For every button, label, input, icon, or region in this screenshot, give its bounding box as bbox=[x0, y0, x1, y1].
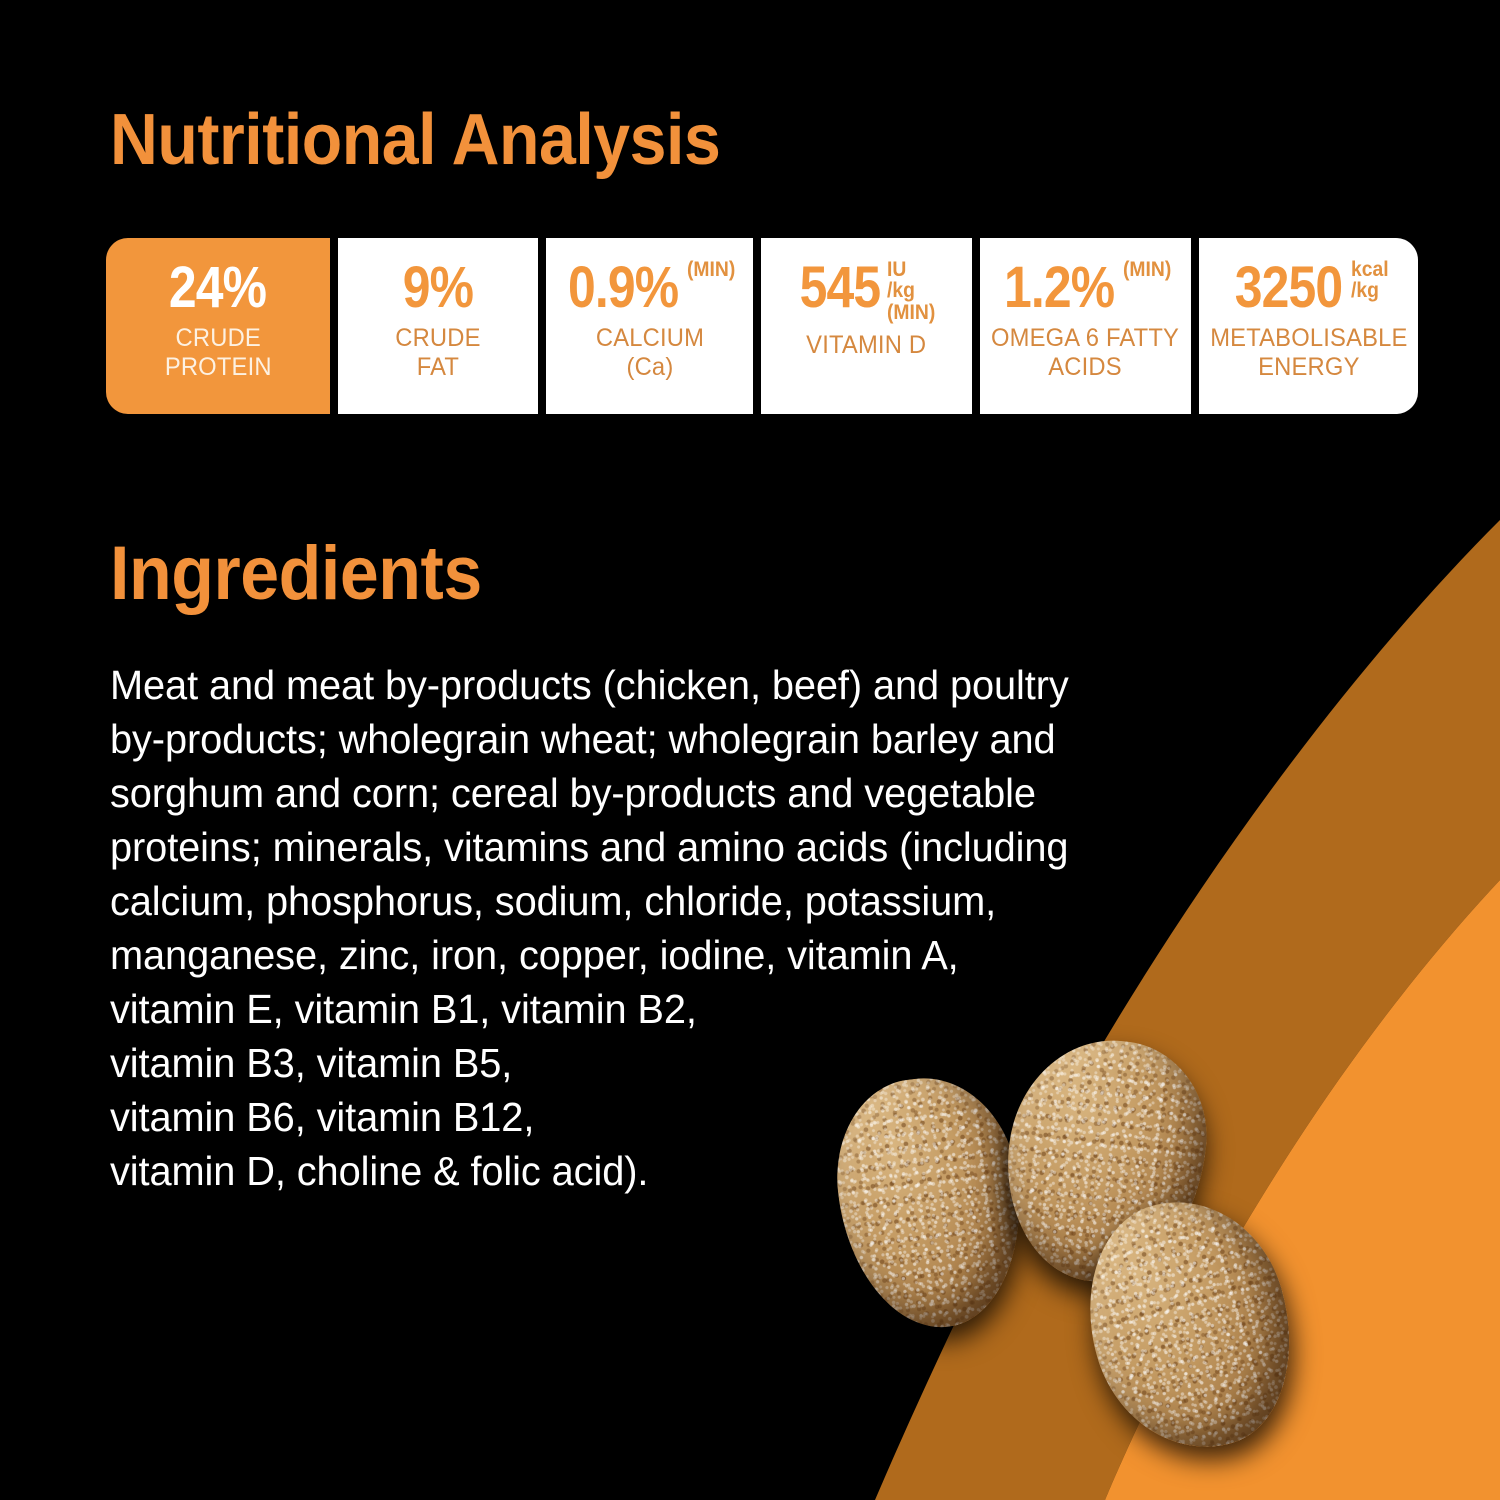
stat-unit-line: /kg bbox=[1350, 279, 1379, 303]
stat-label: METABOLISABLE ENERGY bbox=[1209, 323, 1408, 381]
stat-card-crude-fat: 9% CRUDE FAT bbox=[338, 238, 538, 414]
stat-label: CRUDE FAT bbox=[395, 323, 481, 381]
kibble-piece-right bbox=[1061, 1177, 1319, 1473]
stat-label: VITAMIN D bbox=[806, 331, 927, 360]
stat-value-row: 1.2% (MIN) bbox=[995, 255, 1176, 320]
ingredients-list-text: Meat and meat by-products (chicken, beef… bbox=[110, 662, 1069, 1194]
stat-label: CRUDE PROTEIN bbox=[164, 323, 272, 381]
stat-card-metabolisable-energy: 3250 kcal /kg METABOLISABLE ENERGY bbox=[1199, 238, 1418, 414]
stat-unit-line: /kg bbox=[887, 279, 916, 303]
stat-unit: (MIN) bbox=[1123, 258, 1172, 281]
stat-value-row: 0.9% (MIN) bbox=[559, 255, 740, 320]
stat-value: 545 bbox=[799, 255, 882, 320]
stat-label: OMEGA 6 FATTY ACIDS bbox=[991, 323, 1180, 381]
stat-unit-line: IU bbox=[887, 258, 907, 281]
stat-value-row: 3250 kcal /kg bbox=[1226, 255, 1392, 320]
stat-value: 3250 bbox=[1234, 255, 1342, 320]
stat-unit: IU /kg (MIN) bbox=[887, 258, 936, 324]
stat-card-crude-protein: 24% CRUDE PROTEIN bbox=[106, 238, 330, 414]
stat-value-row: 24% bbox=[161, 255, 274, 320]
nutrition-stat-strip: 24% CRUDE PROTEIN 9% CRUDE FAT 0.9% (MIN… bbox=[106, 238, 1418, 414]
nutritional-analysis-heading: Nutritional Analysis bbox=[110, 100, 721, 180]
stat-unit-line: (MIN) bbox=[887, 300, 936, 324]
stat-value: 9% bbox=[402, 255, 474, 320]
stat-card-vitamin-d: 545 IU /kg (MIN) VITAMIN D bbox=[761, 238, 972, 414]
stat-card-omega-6: 1.2% (MIN) OMEGA 6 FATTY ACIDS bbox=[980, 238, 1191, 414]
stat-unit: (MIN) bbox=[687, 258, 736, 281]
stat-card-calcium: 0.9% (MIN) CALCIUM (Ca) bbox=[546, 238, 753, 414]
stat-unit: kcal /kg bbox=[1351, 259, 1389, 302]
stat-value-row: 545 IU /kg (MIN) bbox=[793, 255, 939, 324]
stat-value: 1.2% bbox=[1004, 255, 1115, 320]
stat-label: CALCIUM (Ca) bbox=[595, 323, 704, 381]
stat-unit-line: (MIN) bbox=[687, 258, 736, 281]
stat-value-row: 9% bbox=[397, 255, 479, 320]
stat-unit-line: (MIN) bbox=[1123, 258, 1172, 281]
stat-unit-line: kcal bbox=[1350, 258, 1389, 281]
ingredients-heading: Ingredients bbox=[110, 531, 482, 616]
stat-value: 0.9% bbox=[568, 255, 679, 320]
stat-value: 24% bbox=[169, 255, 267, 320]
